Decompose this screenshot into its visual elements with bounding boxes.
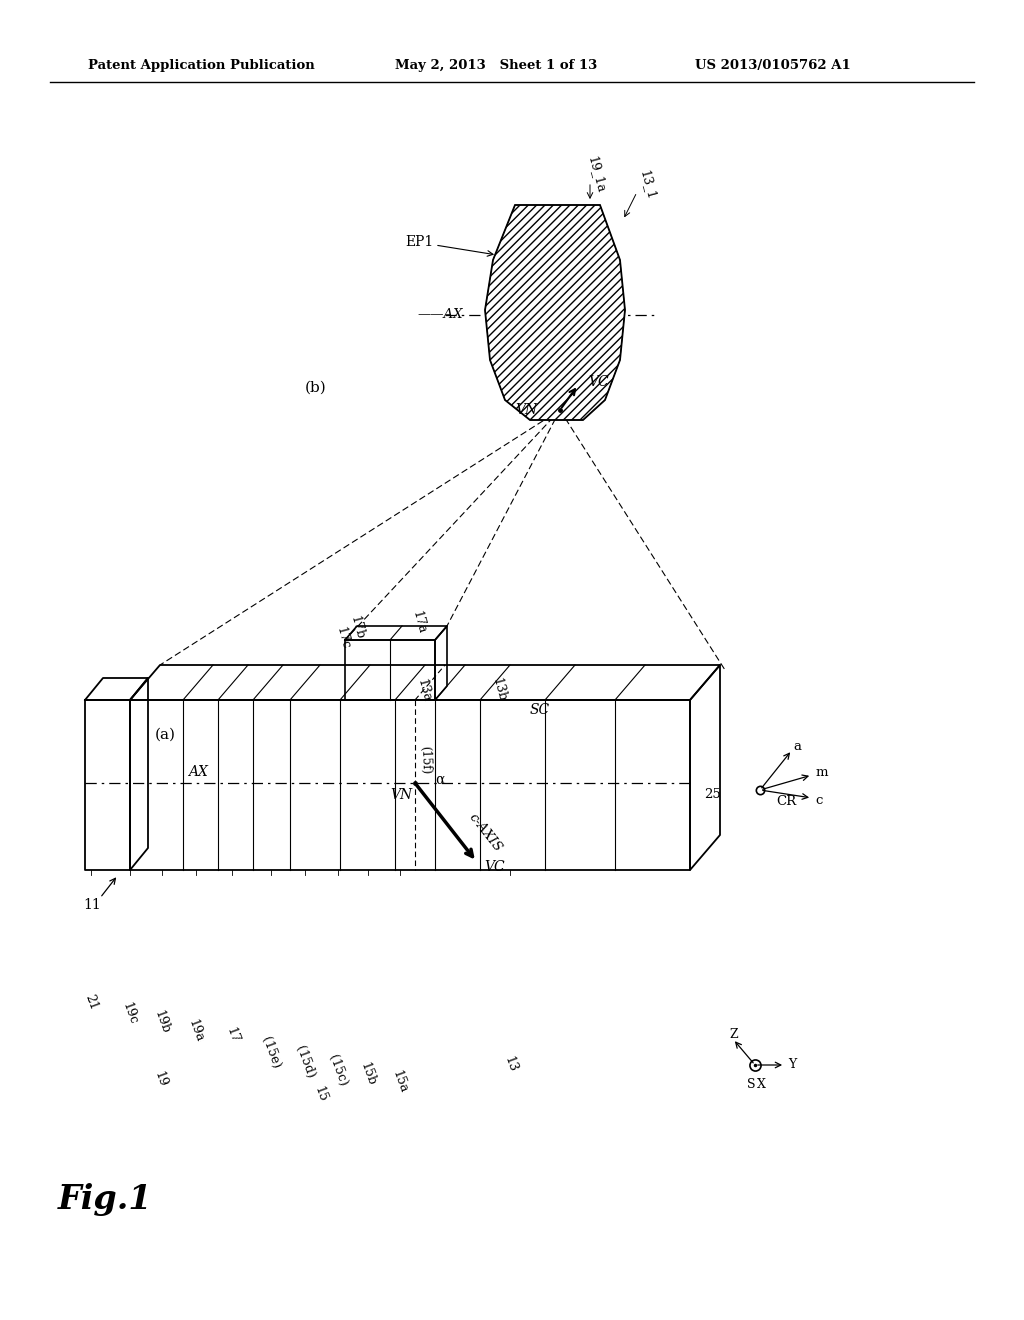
Text: 19c: 19c [120,1001,140,1027]
Text: Y: Y [788,1059,797,1072]
Text: (a): (a) [155,729,176,742]
Text: 15a: 15a [390,1069,410,1096]
Text: May 2, 2013   Sheet 1 of 13: May 2, 2013 Sheet 1 of 13 [395,58,597,71]
Text: SC: SC [530,704,550,717]
Text: 17: 17 [223,1026,241,1045]
Text: c: c [815,793,822,807]
Text: 13a: 13a [415,677,433,704]
Text: 11: 11 [83,898,100,912]
Text: ——AX: ——AX [417,309,463,322]
Text: 19: 19 [152,1071,169,1089]
Text: 17a: 17a [410,609,429,635]
Text: S: S [746,1078,756,1092]
Text: CR: CR [776,795,796,808]
Text: 15: 15 [311,1085,329,1105]
Text: 19a: 19a [186,1018,206,1044]
Text: VC: VC [484,859,505,874]
Text: 25: 25 [705,788,721,801]
Text: α: α [435,774,444,787]
Text: 21: 21 [82,993,99,1012]
Text: (15f): (15f) [418,746,432,775]
Text: 19b: 19b [152,1008,172,1036]
Text: (15c): (15c) [327,1053,350,1088]
Text: m: m [816,767,828,780]
Polygon shape [485,205,625,420]
Text: 17b: 17b [348,615,367,642]
Text: a: a [793,739,801,752]
Text: VC: VC [588,375,608,389]
Text: (b): (b) [305,381,327,395]
Text: 13: 13 [501,1055,519,1074]
Text: VN: VN [390,788,412,803]
Text: (15e): (15e) [259,1035,283,1071]
Text: Patent Application Publication: Patent Application Publication [88,58,314,71]
Text: US 2013/0105762 A1: US 2013/0105762 A1 [695,58,851,71]
Text: 15b: 15b [357,1061,378,1088]
Text: 19_1a: 19_1a [585,156,607,195]
Text: X: X [757,1078,766,1092]
Text: c-AXIS: c-AXIS [466,810,504,854]
Text: EP1: EP1 [406,235,433,249]
Text: VN: VN [515,403,538,417]
Text: 13_1: 13_1 [637,169,657,201]
Text: (15d): (15d) [293,1044,316,1080]
Text: 17c: 17c [334,626,352,651]
Text: Z: Z [729,1028,737,1041]
Text: 13b: 13b [490,677,509,704]
Text: Fig.1: Fig.1 [58,1184,153,1217]
Text: AX: AX [188,766,208,779]
